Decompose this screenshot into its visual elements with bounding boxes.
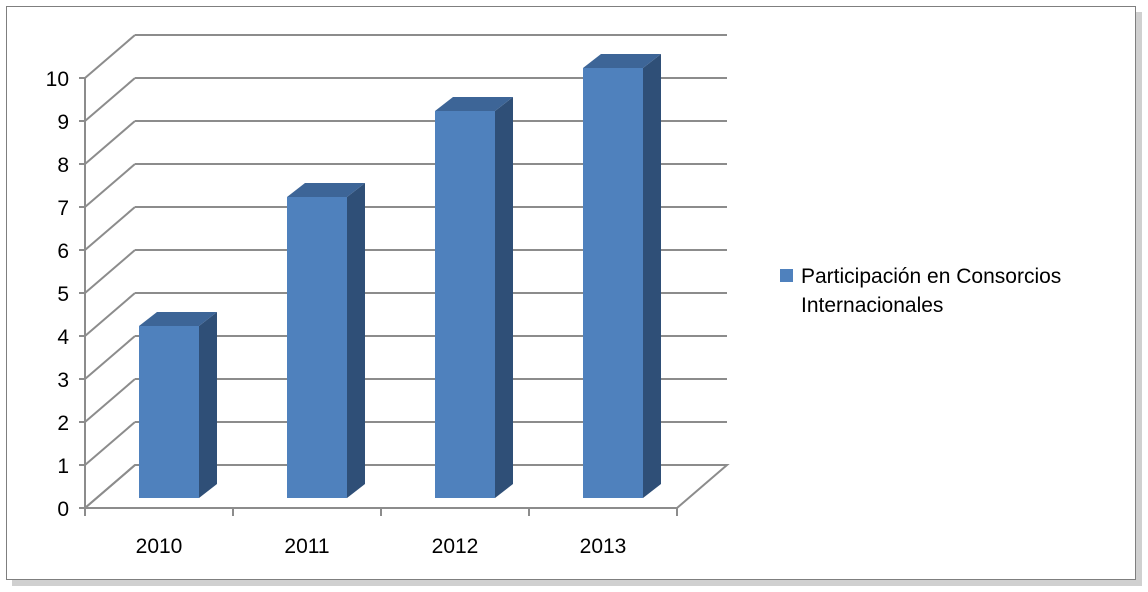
grid-diagonal [84, 335, 136, 380]
x-tick-label: 2013 [580, 535, 627, 558]
bar [139, 312, 217, 498]
bar [287, 183, 365, 498]
bar-top-face [139, 312, 217, 326]
x-tick-label: 2011 [284, 535, 329, 558]
bar-top-face [583, 54, 661, 68]
label-layer: 0 1 2 3 4 5 6 7 8 9 10 2010 2011 2012 2013 [46, 68, 627, 558]
y-tick-label: 6 [57, 240, 69, 263]
grid-diagonal [84, 378, 136, 423]
bar-front-face [435, 111, 495, 498]
y-tick-label: 0 [57, 498, 69, 521]
grid-diagonal [84, 120, 136, 165]
y-tick-label: 7 [57, 197, 69, 220]
bar [435, 97, 513, 498]
bar-side-face [643, 54, 661, 498]
x-tick-label: 2010 [136, 535, 183, 558]
grid-diagonal [84, 34, 136, 79]
bar-side-face [199, 312, 217, 498]
bar-front-face [287, 197, 347, 498]
y-tick-label: 9 [57, 111, 69, 134]
bar-front-face [139, 326, 199, 498]
grid-diagonal [84, 206, 136, 251]
grid-diagonal [84, 292, 136, 337]
y-tick-label: 2 [57, 412, 69, 435]
y-tick-label: 4 [57, 326, 69, 349]
bar-front-face [583, 68, 643, 498]
bar-side-face [495, 97, 513, 498]
grid-diagonal [84, 249, 136, 294]
bar-side-face [347, 183, 365, 498]
bar [583, 54, 661, 498]
y-tick-label: 3 [57, 369, 69, 392]
y-tick-label: 1 [57, 455, 69, 478]
bar-top-face [287, 183, 365, 197]
y-tick-label: 5 [57, 283, 69, 306]
grid-diagonal [84, 421, 136, 466]
y-tick-label: 8 [57, 154, 69, 177]
grid-diagonal [84, 77, 136, 122]
x-tick-label: 2012 [432, 535, 479, 558]
legend-series-label: Participación en Consorcios Internaciona… [801, 265, 1062, 317]
axis-layer [79, 77, 678, 516]
grid-diagonal [84, 163, 136, 208]
y-tick-label: 10 [46, 68, 69, 91]
bar-layer [139, 54, 661, 498]
bar-top-face [435, 97, 513, 111]
legend-swatch [780, 269, 793, 282]
